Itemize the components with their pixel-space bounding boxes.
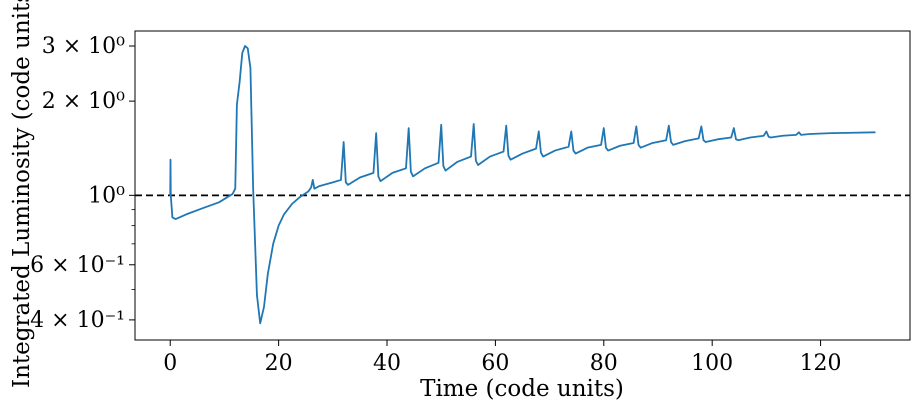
y-tick-label-1: 6 × 10⁻¹ — [30, 253, 125, 278]
y-axis-label: Integrated Luminosity (code units) — [9, 0, 35, 388]
y-tick-label-4: 3 × 10⁰ — [42, 34, 125, 59]
x-tick-label-3: 60 — [481, 351, 509, 376]
x-tick-label-1: 20 — [265, 351, 293, 376]
y-tick-label-2: 10⁰ — [88, 183, 125, 208]
x-tick-label-5: 100 — [691, 351, 733, 376]
tick-layer: 0 20 40 60 80 100 120 4 × 10⁻¹ 6 × 10⁻¹ 10⁰ 2 × 10… — [30, 34, 841, 376]
y-tick-label-0: 4 × 10⁻¹ — [30, 308, 125, 333]
x-tick-label-2: 40 — [373, 351, 401, 376]
series-line-0 — [169, 45, 876, 325]
plot-frame — [134, 30, 911, 341]
x-axis-label: Time (code units) — [420, 376, 624, 402]
y-tick-label-3: 2 × 10⁰ — [42, 89, 125, 114]
x-tick-label-6: 120 — [800, 351, 842, 376]
plot-layer — [135, 45, 910, 325]
x-tick-label-4: 80 — [590, 351, 618, 376]
x-tick-label-0: 0 — [163, 351, 177, 376]
